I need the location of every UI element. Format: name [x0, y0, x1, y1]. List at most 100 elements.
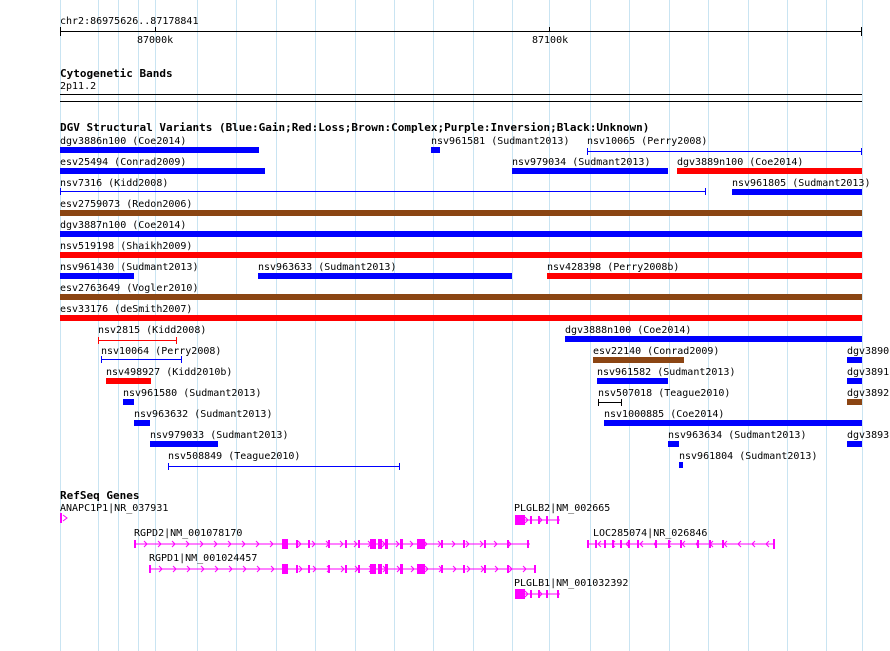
variant-label[interactable]: esv2763649 (Vogler2010): [60, 283, 199, 294]
variant-bar[interactable]: [258, 273, 512, 279]
gene-exon[interactable]: [463, 540, 465, 548]
variant-span-line[interactable]: [598, 402, 622, 403]
variant-bar[interactable]: [677, 168, 862, 174]
gene-exon[interactable]: [385, 539, 388, 549]
gene-exon[interactable]: [378, 539, 382, 549]
gene-exon[interactable]: [149, 565, 151, 573]
gene-exon[interactable]: [515, 589, 525, 599]
gene-strand-chevron[interactable]: [597, 540, 602, 548]
gene-strand-chevron[interactable]: [214, 565, 219, 573]
gene-label[interactable]: RGPD2|NM_001078170: [134, 528, 243, 539]
gene-strand-chevron[interactable]: [325, 540, 330, 548]
gene-exon[interactable]: [530, 516, 532, 524]
variant-bar[interactable]: [593, 357, 684, 363]
variant-bar[interactable]: [60, 168, 265, 174]
gene-strand-chevron[interactable]: [242, 565, 247, 573]
gene-exon[interactable]: [370, 539, 376, 549]
gene-exon[interactable]: [507, 565, 509, 573]
gene-exon[interactable]: [604, 540, 606, 548]
gene-strand-chevron[interactable]: [493, 540, 498, 548]
variant-bar[interactable]: [431, 147, 440, 153]
gene-strand-chevron[interactable]: [695, 540, 700, 548]
variant-label[interactable]: nsv963632 (Sudmant2013): [134, 409, 273, 420]
gene-exon[interactable]: [378, 564, 382, 574]
variant-span-line[interactable]: [98, 340, 177, 341]
gene-strand-chevron[interactable]: [199, 540, 204, 548]
gene-exon[interactable]: [587, 540, 589, 548]
variant-label[interactable]: esv22140 (Conrad2009): [593, 346, 720, 357]
gene-exon[interactable]: [668, 540, 670, 548]
gene-strand-chevron[interactable]: [311, 540, 316, 548]
gene-strand-chevron[interactable]: [312, 565, 317, 573]
gene-exon[interactable]: [655, 540, 657, 548]
variant-label[interactable]: nsv961430 (Sudmant2013): [60, 262, 199, 273]
variant-bar[interactable]: [512, 168, 668, 174]
variant-span-line[interactable]: [587, 151, 862, 152]
variant-label[interactable]: nsv979033 (Sudmant2013): [150, 430, 289, 441]
variant-bar[interactable]: [123, 399, 134, 405]
gene-strand-chevron[interactable]: [241, 540, 246, 548]
gene-exon[interactable]: [722, 540, 724, 548]
gene-exon[interactable]: [557, 590, 559, 598]
gene-strand-chevron[interactable]: [354, 565, 359, 573]
gene-exon[interactable]: [538, 590, 540, 598]
variant-bar[interactable]: [604, 420, 862, 426]
gene-strand-chevron[interactable]: [340, 565, 345, 573]
gene-strand-chevron[interactable]: [480, 565, 485, 573]
gene-exon[interactable]: [546, 590, 548, 598]
gene-exon[interactable]: [697, 540, 699, 548]
variant-label[interactable]: nsv507018 (Teague2010): [598, 388, 731, 399]
variant-label[interactable]: nsv963633 (Sudmant2013): [258, 262, 397, 273]
gene-strand-chevron[interactable]: [172, 565, 177, 573]
refseq-track-title[interactable]: RefSeq Genes: [60, 489, 140, 502]
gene-exon[interactable]: [538, 516, 540, 524]
variant-label[interactable]: esv25494 (Conrad2009): [60, 157, 187, 168]
variant-bar[interactable]: [60, 147, 259, 153]
variant-label[interactable]: nsv508849 (Teague2010): [168, 451, 301, 462]
gene-strand-chevron[interactable]: [465, 540, 470, 548]
variant-span-line[interactable]: [168, 466, 400, 467]
variant-label[interactable]: dgv3886n100 (Coe2014): [60, 136, 187, 147]
gene-exon[interactable]: [282, 539, 288, 549]
gene-strand-chevron[interactable]: [256, 565, 261, 573]
gene-exon[interactable]: [484, 540, 486, 548]
variant-bar[interactable]: [847, 378, 862, 384]
gene-strand-chevron[interactable]: [227, 540, 232, 548]
gene-strand-chevron[interactable]: [395, 540, 400, 548]
variant-bar[interactable]: [847, 357, 862, 363]
variant-label[interactable]: nsv961805 (Sudmant2013): [732, 178, 871, 189]
gene-exon[interactable]: [484, 565, 486, 573]
gene-strand-chevron[interactable]: [367, 540, 372, 548]
variant-label[interactable]: nsv979034 (Sudmant2013): [512, 157, 651, 168]
variant-bar[interactable]: [847, 399, 862, 405]
gene-strand-chevron[interactable]: [186, 565, 191, 573]
variant-label[interactable]: nsv963634 (Sudmant2013): [668, 430, 807, 441]
gene-exon[interactable]: [527, 540, 529, 548]
gene-strand-chevron[interactable]: [228, 565, 233, 573]
gene-strand-chevron[interactable]: [270, 565, 275, 573]
gene-strand-chevron[interactable]: [508, 565, 513, 573]
gene-strand-chevron[interactable]: [524, 516, 529, 524]
variant-bar[interactable]: [60, 210, 862, 216]
gene-exon[interactable]: [417, 564, 425, 574]
gene-label[interactable]: RGPD1|NM_001024457: [149, 553, 258, 564]
gene-strand-chevron[interactable]: [625, 540, 630, 548]
gene-exon[interactable]: [328, 565, 330, 573]
gene-strand-chevron[interactable]: [723, 540, 728, 548]
variant-label[interactable]: dgv3889n100 (Coe2014): [677, 157, 804, 168]
variant-label[interactable]: nsv961804 (Sudmant2013): [679, 451, 818, 462]
variant-label[interactable]: dgv3887n100 (Coe2014): [60, 220, 187, 231]
variant-bar[interactable]: [60, 252, 862, 258]
gene-strand-chevron[interactable]: [494, 565, 499, 573]
gene-strand-chevron[interactable]: [667, 540, 672, 548]
gene-strand-chevron[interactable]: [185, 540, 190, 548]
gene-strand-chevron[interactable]: [381, 540, 386, 548]
gene-exon[interactable]: [358, 565, 360, 573]
gene-strand-chevron[interactable]: [507, 540, 512, 548]
gene-exon[interactable]: [463, 565, 465, 573]
variant-label[interactable]: nsv519198 (Shaikh2009): [60, 241, 193, 252]
variant-bar[interactable]: [547, 273, 862, 279]
gene-exon[interactable]: [296, 565, 298, 573]
gene-strand-chevron[interactable]: [283, 540, 288, 548]
